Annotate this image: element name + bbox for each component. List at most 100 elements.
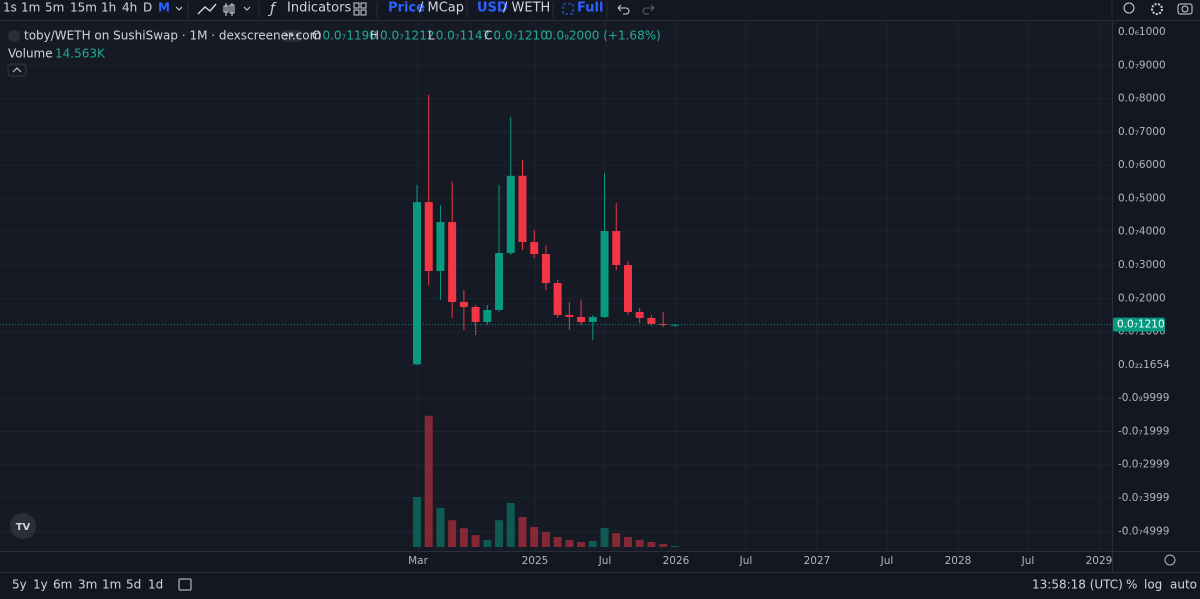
candle-body <box>553 283 562 315</box>
volume-bar <box>495 520 504 547</box>
x-tick-label: 2028 <box>945 555 972 567</box>
redo-icon[interactable] <box>642 4 655 15</box>
candle-body <box>612 231 621 266</box>
x-tick-label: 2027 <box>804 555 831 567</box>
collapse-button[interactable] <box>7 63 27 77</box>
ohlc-key: C <box>484 29 492 43</box>
x-tick-label: 2026 <box>663 555 690 567</box>
volume-bar <box>647 541 656 547</box>
volume-bar <box>553 536 562 547</box>
volume-bar <box>577 541 586 547</box>
interval-button[interactable]: 1h <box>101 1 116 15</box>
candle-body <box>483 309 492 322</box>
undo-icon[interactable] <box>617 4 630 15</box>
interval-button[interactable]: D <box>143 1 152 15</box>
range-button[interactable]: 1y <box>33 578 48 592</box>
auto-toggle[interactable]: auto <box>1170 578 1197 592</box>
candle-body <box>495 253 504 310</box>
settings-icon[interactable] <box>1151 3 1163 15</box>
collapse-caret <box>12 67 22 73</box>
x-tick-label: 2029 <box>1086 555 1113 567</box>
volume-bar <box>623 536 632 547</box>
volume-bar <box>600 528 609 547</box>
ohlc-key: L <box>428 29 435 43</box>
mcap-toggle[interactable]: / MCap <box>419 1 464 16</box>
volume-bar <box>530 526 539 547</box>
volume-bar <box>471 535 480 547</box>
y-tick-label: -0.0₇4999 <box>1118 525 1169 537</box>
candle-icon-body <box>229 4 235 14</box>
fullscreen-icon[interactable] <box>562 3 574 15</box>
indicators-button[interactable]: Indicators <box>287 1 351 16</box>
range-button[interactable]: 5y <box>12 578 27 592</box>
interval-button[interactable]: 5m <box>45 1 64 15</box>
interval-button[interactable]: 1s <box>3 1 17 15</box>
y-tick-label: 0.0₇9000 <box>1118 59 1166 71</box>
ohlc-value: 0.0₇1147 <box>436 29 490 43</box>
interval-button[interactable]: 4h <box>122 1 137 15</box>
more-button[interactable] <box>283 30 301 42</box>
marks <box>413 94 679 547</box>
volume-bar <box>436 507 445 547</box>
candle-body <box>623 265 632 312</box>
x-tick-label: 2025 <box>522 555 549 567</box>
y-tick-label: -0.0₇3999 <box>1118 492 1169 504</box>
ohlc-value: 0.0₇1212 <box>380 29 434 43</box>
range-button[interactable]: 6m <box>53 578 72 592</box>
ohlc-value: 0.0₇1190 <box>322 29 376 43</box>
layout-icon[interactable] <box>353 2 367 16</box>
volume-label: Volume <box>8 47 53 61</box>
log-toggle[interactable]: log <box>1144 578 1162 592</box>
volume-bar <box>506 502 515 547</box>
dropdown-caret[interactable] <box>175 6 251 11</box>
range-button[interactable]: 1m <box>102 578 121 592</box>
candle-body <box>413 202 421 365</box>
candle-body <box>506 175 515 254</box>
fx-icon[interactable]: ƒ <box>267 1 277 17</box>
volume-bar <box>670 545 679 547</box>
time-axis-settings[interactable] <box>1164 554 1176 566</box>
y-tick-label: -0.0₇2999 <box>1118 459 1169 471</box>
candle-body <box>670 324 679 326</box>
x-tick-label: Jul <box>739 555 753 567</box>
candle-icon-body <box>223 5 229 13</box>
volume-bar <box>659 544 668 547</box>
candle-body <box>635 311 644 318</box>
usd-toggle[interactable]: USD <box>477 1 508 16</box>
tradingview-logo[interactable] <box>10 513 36 539</box>
y-tick-label: 0.0₂₂1654 <box>1118 359 1170 371</box>
y-tick-label: 0.0₇7000 <box>1118 126 1166 138</box>
range-button[interactable]: 5d <box>126 578 141 592</box>
percent-toggle[interactable]: % <box>1126 578 1137 592</box>
volume-bar <box>565 539 574 547</box>
y-tick-label: 0.0₇4000 <box>1118 226 1166 238</box>
candle-body <box>588 316 597 322</box>
candle-body <box>577 316 586 322</box>
volume-bar <box>635 539 644 547</box>
calendar-icon[interactable] <box>178 578 192 591</box>
volume-bar <box>459 528 468 547</box>
interval-button[interactable]: 15m <box>70 1 97 15</box>
candle-body <box>424 202 433 272</box>
volume-bar <box>588 540 597 547</box>
range-button[interactable]: 3m <box>78 578 97 592</box>
last-price-label: 0.0₇1210 <box>1117 319 1165 331</box>
candle-body <box>459 301 468 307</box>
weth-toggle[interactable]: / WETH <box>503 1 550 16</box>
volume-value: 14.563K <box>55 47 106 61</box>
full-toggle[interactable]: Full <box>577 1 603 16</box>
grid <box>0 21 1112 551</box>
ohlc-key: O <box>312 29 321 43</box>
y-tick-label: 0.0₆1000 <box>1118 26 1166 38</box>
interval-button[interactable]: 1m <box>21 1 40 15</box>
line-chart-icon[interactable] <box>197 3 217 15</box>
range-button[interactable]: 1d <box>148 578 163 592</box>
volume-bar <box>483 539 492 547</box>
price-toggle[interactable]: Price <box>388 1 425 16</box>
candle-body <box>565 314 574 317</box>
zoom-icon[interactable] <box>1123 2 1135 14</box>
interval-button[interactable]: M <box>158 1 170 15</box>
volume-bar <box>518 516 527 547</box>
toolbar-separators <box>187 2 1113 18</box>
snapshot-icon[interactable] <box>1177 3 1193 15</box>
